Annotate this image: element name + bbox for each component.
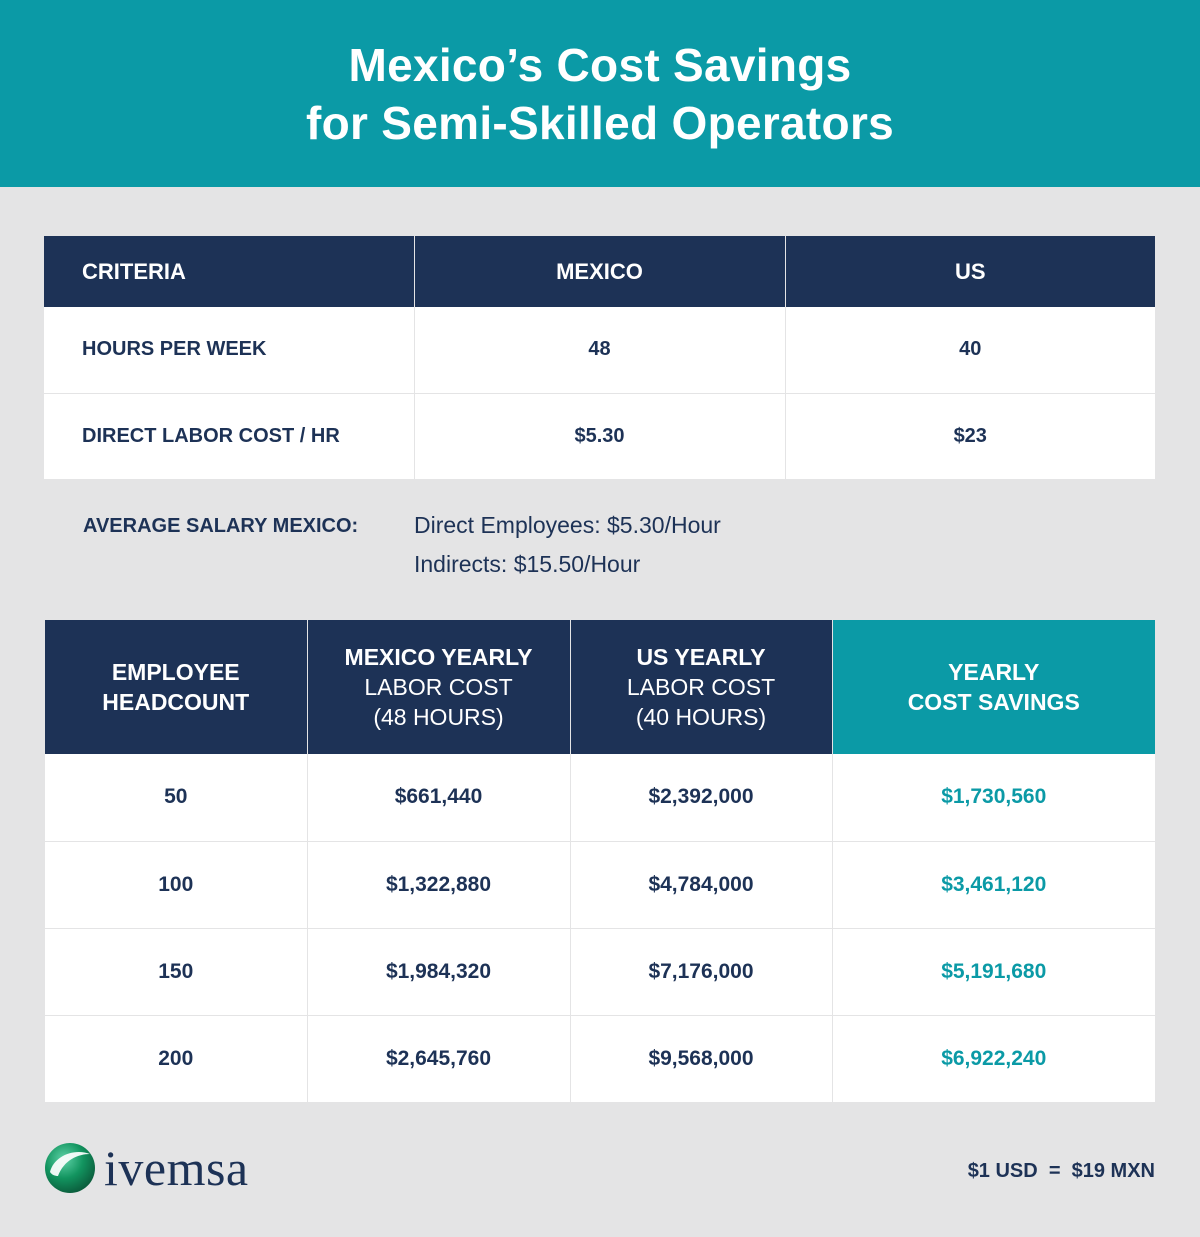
- mexico-yearly-header-line-1: MEXICO YEARLY: [344, 644, 533, 670]
- yearly-savings-header: YEARLY COST SAVINGS: [832, 620, 1155, 754]
- savings-cell: $6,922,240: [832, 1015, 1155, 1102]
- cost-savings-table: EMPLOYEE HEADCOUNT MEXICO YEARLY LABOR C…: [45, 620, 1155, 1102]
- savings-cell: $1,730,560: [832, 754, 1155, 842]
- row-label: DIRECT LABOR COST / HR: [44, 393, 415, 480]
- yearly-savings-header-line-2: COST SAVINGS: [907, 689, 1080, 715]
- headcount-header-line-2: HEADCOUNT: [102, 689, 250, 715]
- us-yearly-header-line-2: LABOR COST: [626, 674, 776, 700]
- indirects-salary: Indirects: $15.50/Hour: [414, 551, 641, 577]
- exchange-rate-note: $1 USD = $19 MXN: [967, 1160, 1155, 1182]
- mexico-yearly-header-line-3: (48 HOURS): [373, 704, 504, 730]
- row-label: HOURS PER WEEK: [44, 307, 415, 394]
- headcount-cell: 150: [45, 928, 308, 1016]
- headcount-header-line-1: EMPLOYEE: [111, 659, 240, 685]
- mexico-cost-cell: $661,440: [307, 754, 571, 842]
- us-yearly-header-line-3: (40 HOURS): [635, 704, 767, 730]
- mexico-value: $5.30: [414, 393, 786, 480]
- us-yearly-header-line-1: US YEARLY: [636, 644, 766, 670]
- page-title-line-2: for Semi-Skilled Operators: [305, 96, 895, 149]
- mexico-cost-cell: $1,984,320: [307, 928, 571, 1016]
- title-banner: Mexico’s Cost Savings for Semi-Skilled O…: [0, 0, 1200, 187]
- us-cost-cell: $4,784,000: [570, 841, 833, 929]
- headcount-cell: 200: [45, 1015, 308, 1102]
- direct-employees-salary: Direct Employees: $5.30/Hour: [414, 512, 721, 538]
- table-row: DIRECT LABOR COST / HR $5.30 $23: [44, 393, 1155, 480]
- us-cost-cell: $2,392,000: [570, 754, 833, 842]
- mexico-cost-cell: $2,645,760: [307, 1015, 571, 1102]
- ivemsa-logo: ivemsa: [44, 1141, 249, 1195]
- us-cost-cell: $7,176,000: [570, 928, 833, 1016]
- savings-cell: $5,191,680: [832, 928, 1155, 1016]
- mexico-cost-cell: $1,322,880: [307, 841, 571, 929]
- savings-cell: $3,461,120: [832, 841, 1155, 929]
- headcount-cell: 50: [45, 754, 308, 842]
- ivemsa-logo-text: ivemsa: [104, 1140, 249, 1196]
- criteria-table: CRITERIA MEXICO US HOURS PER WEEK 48 40 …: [44, 236, 1155, 480]
- us-yearly-header: US YEARLY LABOR COST (40 HOURS): [570, 620, 833, 754]
- criteria-header: CRITERIA: [44, 236, 415, 307]
- ivemsa-logo-icon: [45, 1143, 95, 1193]
- table-row: 150 $1,984,320 $7,176,000 $5,191,680: [45, 928, 1155, 1016]
- headcount-cell: 100: [45, 841, 308, 929]
- yearly-savings-header-line-1: YEARLY: [948, 659, 1040, 685]
- table-row: HOURS PER WEEK 48 40: [44, 307, 1155, 394]
- table-row: 50 $661,440 $2,392,000 $1,730,560: [45, 754, 1155, 842]
- criteria-header-row: CRITERIA MEXICO US: [44, 236, 1155, 307]
- mexico-yearly-header: MEXICO YEARLY LABOR COST (48 HOURS): [307, 620, 571, 754]
- mexico-value: 48: [414, 307, 786, 394]
- page-title-line-1: Mexico’s Cost Savings: [348, 38, 852, 91]
- mexico-yearly-header-line-2: LABOR COST: [364, 674, 513, 700]
- us-header: US: [785, 236, 1155, 307]
- us-cost-cell: $9,568,000: [570, 1015, 833, 1102]
- savings-header-row: EMPLOYEE HEADCOUNT MEXICO YEARLY LABOR C…: [45, 620, 1155, 754]
- table-row: 100 $1,322,880 $4,784,000 $3,461,120: [45, 841, 1155, 929]
- table-row: 200 $2,645,760 $9,568,000 $6,922,240: [45, 1015, 1155, 1102]
- mexico-header: MEXICO: [414, 236, 786, 307]
- us-value: $23: [785, 393, 1155, 480]
- average-salary-label: AVERAGE SALARY MEXICO:: [83, 515, 359, 537]
- headcount-header: EMPLOYEE HEADCOUNT: [45, 620, 308, 754]
- us-value: 40: [785, 307, 1155, 394]
